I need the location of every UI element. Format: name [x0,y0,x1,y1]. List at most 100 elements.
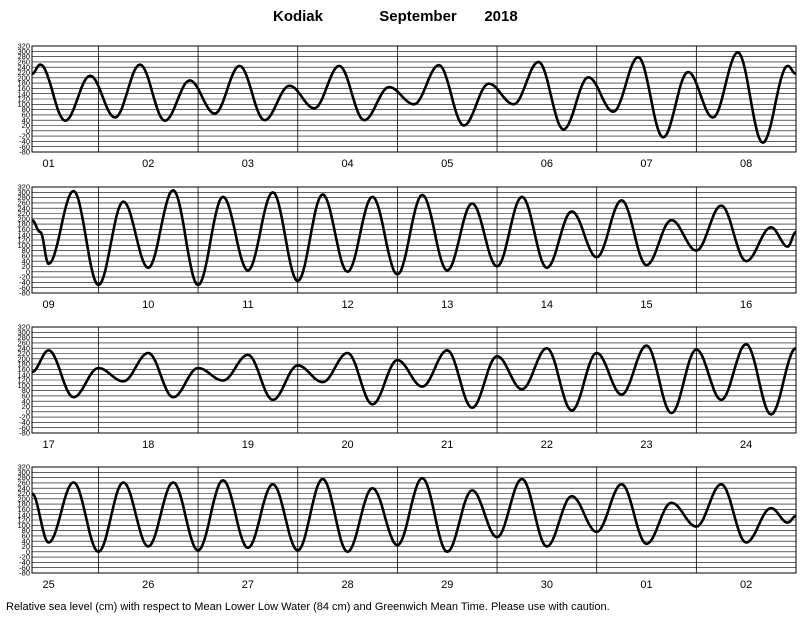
day-label: 27 [242,579,254,591]
day-label: 03 [242,158,254,170]
y-tick-label: 300 [17,47,30,56]
y-tick-label: 120 [17,236,30,245]
day-label: 28 [341,579,353,591]
y-tick-label: 220 [17,349,30,358]
y-tick-label: 80 [22,386,30,395]
panels: 3203002802602402202001801601401201008060… [17,42,797,591]
y-tick-label: 240 [17,63,30,72]
tide-curve [31,188,797,287]
y-tick-label: 20 [22,402,30,411]
y-tick-label: 40 [22,257,30,266]
panel-1: 3203002802602402202001801601401201008060… [17,42,797,170]
y-tick-label: 140 [17,230,30,239]
y-tick-label: 240 [17,484,30,493]
y-tick-label: 180 [17,360,30,369]
y-tick-label: 180 [17,79,30,88]
y-tick-label: -40 [19,418,30,427]
day-label: 23 [640,439,652,451]
day-label: 10 [142,299,154,311]
y-tick-label: 260 [17,199,30,208]
y-tick-label: 260 [17,479,30,488]
footer-note: Relative sea level (cm) with respect to … [6,601,610,613]
panel-frame [31,186,797,294]
day-label: 17 [42,439,54,451]
y-tick-label: 320 [17,463,30,472]
day-label: 30 [541,579,553,591]
y-tick-label: -80 [19,148,30,157]
day-label: 19 [242,439,254,451]
day-label: 02 [740,579,752,591]
y-tick-label: 280 [17,473,30,482]
y-tick-label: 300 [17,188,30,197]
y-tick-label: -80 [19,569,30,578]
day-label: 14 [541,299,553,311]
y-tick-label: 220 [17,489,30,498]
day-label: 29 [441,579,453,591]
y-tick-label: 0 [26,126,30,135]
day-label: 16 [740,299,752,311]
y-tick-label: 100 [17,100,30,109]
y-tick-label: 20 [22,262,30,271]
y-tick-label: 100 [17,381,30,390]
day-label: 20 [341,439,353,451]
y-tick-label: 200 [17,73,30,82]
y-tick-label: 100 [17,521,30,530]
y-tick-label: 80 [22,246,30,255]
y-tick-label: 260 [17,339,30,348]
y-tick-label: 120 [17,376,30,385]
panel-3: 3203002802602402202001801601401201008060… [17,323,797,451]
y-tick-label: 60 [22,111,30,120]
y-tick-label: -20 [19,132,30,141]
panel-4: 3203002802602402202001801601401201008060… [17,463,797,591]
y-tick-label: 220 [17,209,30,218]
y-tick-label: 280 [17,333,30,342]
y-tick-label: 120 [17,95,30,104]
y-tick-label: 20 [22,542,30,551]
day-label: 13 [441,299,453,311]
day-label: 06 [541,158,553,170]
y-tick-label: -60 [19,283,30,292]
panel-frame [31,326,797,434]
y-tick-label: -80 [19,289,30,298]
y-tick-label: 20 [22,121,30,130]
y-tick-label: -60 [19,563,30,572]
day-label: 02 [142,158,154,170]
y-tick-label: 160 [17,365,30,374]
tide-curve [31,51,797,144]
y-tick-label: -60 [19,142,30,151]
panel-frame [31,45,797,153]
y-tick-label: 240 [17,204,30,213]
y-tick-label: 180 [17,500,30,509]
y-tick-label: 140 [17,370,30,379]
day-label: 08 [740,158,752,170]
day-label: 18 [142,439,154,451]
y-tick-label: 160 [17,225,30,234]
tide-curve [31,342,797,416]
day-label: 25 [42,579,54,591]
y-tick-label: 40 [22,537,30,546]
y-tick-label: -20 [19,413,30,422]
day-label: 04 [341,158,353,170]
day-label: 09 [42,299,54,311]
y-tick-label: 300 [17,328,30,337]
y-tick-label: -20 [19,553,30,562]
y-tick-label: 140 [17,510,30,519]
day-label: 26 [142,579,154,591]
y-tick-label: -40 [19,137,30,146]
day-label: 21 [441,439,453,451]
y-tick-label: 0 [26,547,30,556]
y-tick-label: 200 [17,214,30,223]
y-tick-label: -60 [19,423,30,432]
y-tick-label: 40 [22,397,30,406]
y-tick-label: 180 [17,220,30,229]
panel-2: 3203002802602402202001801601401201008060… [17,183,797,311]
day-label: 12 [341,299,353,311]
y-tick-label: 200 [17,354,30,363]
day-label: 01 [640,579,652,591]
day-label: 24 [740,439,752,451]
y-tick-label: 0 [26,407,30,416]
y-tick-label: 60 [22,532,30,541]
y-tick-label: 0 [26,267,30,276]
y-tick-label: 160 [17,84,30,93]
